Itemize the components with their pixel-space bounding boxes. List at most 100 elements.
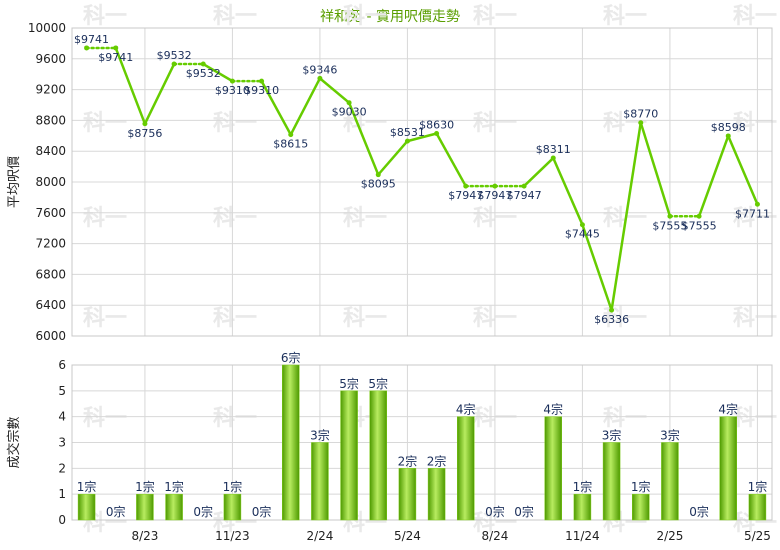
bar-data-label: 0宗 (252, 504, 272, 519)
line-segment (727, 135, 759, 205)
bar (632, 493, 650, 521)
x-tick-label: 2/24 (306, 529, 333, 543)
line-data-point (404, 138, 410, 144)
bar-data-label: 4宗 (456, 402, 476, 417)
line-data-label: $8756 (127, 127, 162, 140)
bar-data-label: 5宗 (368, 376, 388, 391)
line-data-point (667, 213, 673, 219)
x-tick-label: 5/25 (744, 529, 771, 543)
bar (223, 493, 242, 521)
bar (602, 442, 621, 521)
line-data-label: $9310 (215, 84, 250, 97)
line-segment (114, 47, 147, 125)
line-y-axis-title: 平均呎價 (7, 156, 22, 208)
watermark-text: 科一 (213, 306, 257, 331)
transaction-bar-chart: 0 1 2 3 4 5 6 成交宗數 1宗 0宗 1宗 1宗 0宗 1宗 0宗 6宗 3宗 5宗 5宗 2宗 2宗 4宗 0… (6, 350, 773, 543)
line-segment (202, 62, 234, 83)
watermark-text: 科一 (213, 111, 257, 136)
line-data-label: $9741 (74, 33, 109, 46)
bar-plot-frame (71, 364, 773, 521)
line-segment (435, 132, 467, 187)
line-y-tick-label: 9200 (35, 83, 66, 97)
line-segment (581, 224, 613, 311)
line-data-label: $7947 (477, 189, 512, 202)
bar-data-label: 4宗 (718, 402, 738, 417)
bar (427, 468, 446, 521)
bar-data-label: 1宗 (748, 479, 768, 494)
line-data-label: $8630 (419, 118, 454, 131)
bar (77, 493, 96, 521)
line-data-point (113, 45, 119, 51)
bar (340, 390, 358, 521)
bar-data-label: 0宗 (106, 504, 126, 519)
watermark-text: 科一 (473, 4, 517, 29)
bar-y-tick-label: 5 (58, 384, 66, 398)
line-data-point (579, 222, 585, 228)
x-tick-label: 2/25 (656, 529, 683, 543)
line-data-point (754, 201, 760, 207)
line-y-tick-label: 7200 (35, 237, 66, 251)
line-y-tick-label: 8800 (35, 113, 66, 127)
line-segment (610, 122, 642, 311)
line-data-label: $8615 (273, 138, 308, 151)
bar-y-axis-title: 成交宗數 (6, 416, 22, 468)
bar-data-label: 1宗 (77, 479, 97, 494)
line-data-point (550, 155, 556, 161)
bar-data-label: 1宗 (223, 479, 243, 494)
watermark-text: 科一 (733, 111, 777, 136)
line-y-tick-label: 9600 (35, 52, 66, 66)
line-data-label: $9030 (332, 106, 367, 119)
line-y-tick-label: 6000 (35, 329, 66, 343)
bar (165, 493, 183, 521)
line-data-point (84, 45, 90, 51)
watermark-text: 科一 (213, 206, 257, 231)
x-tick-label: 11/23 (215, 529, 250, 543)
bar (719, 416, 737, 521)
line-data-point (171, 61, 177, 67)
line-data-point (229, 78, 235, 84)
line-y-tick-label: 6400 (35, 298, 66, 312)
x-tick-label: 5/24 (394, 529, 421, 543)
line-data-label: $7555 (682, 219, 717, 232)
watermark-text: 科一 (733, 4, 777, 29)
line-y-tick-label: 10000 (28, 21, 66, 35)
line-data-point (259, 78, 265, 84)
watermark-text: 科一 (343, 306, 387, 331)
bar-y-tick-label: 3 (58, 436, 66, 450)
bar-data-label: 2宗 (398, 453, 418, 468)
line-segment (639, 122, 672, 217)
line-segment (143, 63, 176, 125)
line-data-point (521, 183, 527, 189)
bar-data-label: 0宗 (193, 504, 213, 519)
bar-y-tick-label: 0 (58, 513, 66, 527)
line-data-point (492, 183, 498, 189)
watermark-text: 科一 (603, 406, 647, 431)
line-data-point (288, 132, 294, 138)
watermark-text: 科一 (343, 4, 387, 29)
line-data-label: $9532 (186, 67, 221, 80)
line-y-tick-label: 8000 (35, 175, 66, 189)
line-data-point (725, 133, 731, 139)
x-tick-label: 11/24 (565, 529, 600, 543)
line-data-label: $7947 (448, 189, 483, 202)
line-segment (377, 140, 409, 176)
bar-y-tick-label: 6 (58, 358, 66, 372)
line-data-label: $8095 (361, 178, 396, 191)
bar (311, 442, 329, 521)
line-data-point (463, 183, 469, 189)
line-plot-frame (71, 27, 773, 337)
line-segment (260, 80, 292, 136)
watermark-text: 科一 (733, 306, 777, 331)
line-segment (289, 77, 322, 136)
line-segment (319, 77, 350, 104)
watermark-text: 科一 (343, 111, 387, 136)
line-data-label: $9346 (302, 63, 337, 76)
bar (136, 493, 154, 521)
line-data-point (346, 100, 352, 106)
line-data-point (696, 213, 702, 219)
bar-data-label: 1宗 (573, 479, 593, 494)
line-data-point (609, 307, 615, 313)
bar-data-label: 0宗 (514, 504, 534, 519)
line-segment (552, 157, 584, 226)
